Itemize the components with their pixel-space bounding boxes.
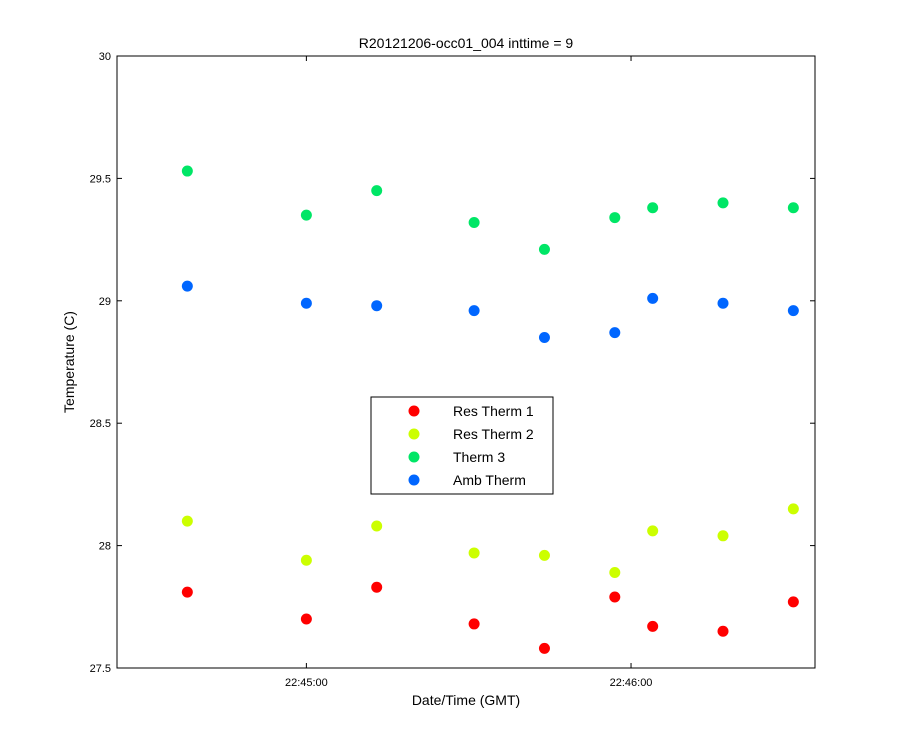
point-series-3 <box>468 216 480 228</box>
legend-marker-3 <box>408 451 420 463</box>
y-tick-label: 28.5 <box>90 418 111 430</box>
point-series-3 <box>787 202 799 214</box>
legend: Res Therm 1 Res Therm 2 Therm 3 Amb Therm <box>370 396 554 495</box>
point-series-4 <box>300 297 312 309</box>
point-series-2 <box>787 503 799 515</box>
point-series-1 <box>181 586 193 598</box>
y-tick-label: 29.5 <box>90 173 111 185</box>
point-series-3 <box>371 185 383 197</box>
point-series-2 <box>647 525 659 537</box>
point-series-4 <box>538 332 550 344</box>
data-points <box>181 165 799 654</box>
point-series-2 <box>468 547 480 559</box>
x-tick-label: 22:46:00 <box>610 677 653 689</box>
y-axis-ticks: 27.5 28 28.5 29 29.5 30 <box>90 51 815 675</box>
y-axis-label: Temperature (C) <box>61 311 77 413</box>
x-axis-ticks: 22:45:00 22:46:00 <box>285 56 652 689</box>
point-series-4 <box>181 280 193 292</box>
point-series-2 <box>609 567 621 579</box>
y-tick-label: 27.5 <box>90 663 111 675</box>
legend-marker-1 <box>408 405 420 417</box>
legend-label-2: Res Therm 2 <box>453 426 534 442</box>
point-series-3 <box>647 202 659 214</box>
legend-label-4: Amb Therm <box>453 472 526 488</box>
x-tick-label: 22:45:00 <box>285 677 328 689</box>
point-series-1 <box>538 642 550 654</box>
point-series-2 <box>717 530 729 542</box>
legend-label-1: Res Therm 1 <box>453 403 534 419</box>
point-series-1 <box>647 620 659 632</box>
chart-title: R20121206-occ01_004 inttime = 9 <box>359 35 574 51</box>
point-series-2 <box>300 554 312 566</box>
point-series-2 <box>538 549 550 561</box>
point-series-2 <box>371 520 383 532</box>
point-series-1 <box>717 625 729 637</box>
legend-marker-4 <box>408 474 420 486</box>
point-series-1 <box>371 581 383 593</box>
point-series-4 <box>609 327 621 339</box>
point-series-1 <box>468 618 480 630</box>
point-series-3 <box>300 209 312 221</box>
point-series-4 <box>468 305 480 317</box>
point-series-4 <box>787 305 799 317</box>
y-tick-label: 29 <box>99 296 111 308</box>
y-tick-label: 30 <box>99 51 111 63</box>
plot-area <box>116 55 816 669</box>
x-axis-label: Date/Time (GMT) <box>412 692 520 708</box>
point-series-4 <box>647 292 659 304</box>
legend-marker-2 <box>408 428 420 440</box>
legend-label-3: Therm 3 <box>453 449 505 465</box>
point-series-2 <box>181 515 193 527</box>
point-series-1 <box>609 591 621 603</box>
y-tick-label: 28 <box>99 541 111 553</box>
point-series-1 <box>300 613 312 625</box>
point-series-3 <box>609 212 621 224</box>
legend-box <box>370 396 554 495</box>
point-series-3 <box>717 197 729 209</box>
point-series-4 <box>371 300 383 312</box>
point-series-3 <box>181 165 193 177</box>
point-series-3 <box>538 243 550 255</box>
point-series-1 <box>787 596 799 608</box>
point-series-4 <box>717 297 729 309</box>
